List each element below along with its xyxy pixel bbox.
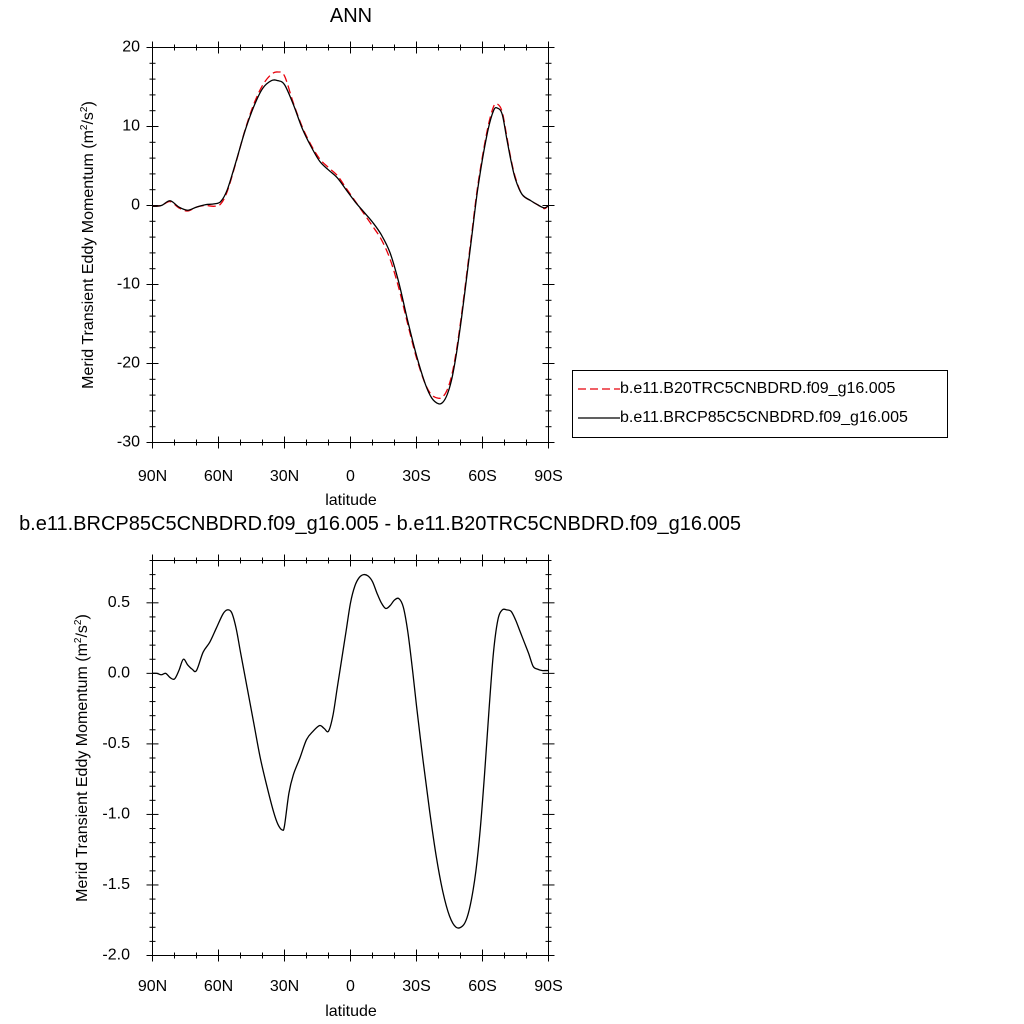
x-tick-label-30s: 30S [402,468,430,485]
ylabel-exp: 2 [79,124,90,130]
bottom-panel: b.e11.BRCP85C5CNBDRD.f09_g16.005 - b.e11… [19,513,741,1020]
y-tick-label-neg10: -10 [117,276,140,293]
bottom-y-tick-labels: 0.5 0.0 -0.5 -1.0 -1.5 -2.0 [102,594,130,964]
x-tick-label-60s: 60S [468,468,496,485]
y-tick-label-0-5: 0.5 [108,594,130,611]
ylabel-end: ) [80,101,97,106]
x-tick-label-30n: 30N [270,468,299,485]
bottom-x-axis-label: latitude [325,1003,377,1020]
top-x-axis-label: latitude [325,492,377,509]
y-tick-label-20: 20 [122,39,140,56]
y-tick-label-0-0: 0.0 [108,665,130,682]
x-tick-label-0: 0 [346,978,355,995]
y-tick-label-10: 10 [122,118,140,135]
ylabel-exp: 2 [73,619,84,625]
y-tick-label-neg0-5: -0.5 [102,735,130,752]
y-tick-label-neg1-5: -1.5 [102,876,130,893]
top-chart-title: ANN [330,5,372,27]
ylabel-exp: 2 [79,106,90,112]
bottom-series-lines [152,573,549,929]
series-line-brcp85 [152,79,549,405]
top-plot-frame [152,47,549,443]
ylabel-main: Merid Transient Eddy Momentum (m [80,130,97,389]
y-tick-label-neg30: -30 [117,434,140,451]
ylabel-mid: /s [74,625,91,637]
ylabel-end: ) [74,614,91,619]
bottom-axis-ticks [146,554,555,962]
legend-label-b20trc5: b.e11.B20TRC5CNBDRD.f09_g16.005 [620,380,896,397]
series-line-difference [152,573,549,929]
y-tick-label-neg1-0: -1.0 [102,806,130,823]
top-series-lines [152,71,549,405]
legend-box [572,370,948,438]
bottom-x-tick-labels: 90N 60N 30N 0 30S 60S 90S [138,978,563,995]
x-tick-label-60n: 60N [204,468,233,485]
x-tick-label-90n: 90N [138,468,167,485]
ylabel-exp: 2 [73,637,84,643]
top-y-tick-labels: 20 10 0 -10 -20 -30 [117,39,140,451]
bottom-y-axis-label: Merid Transient Eddy Momentum (m2/s2) [73,614,91,902]
x-tick-label-90s: 90S [534,978,562,995]
x-tick-label-60s: 60S [468,978,496,995]
x-tick-label-0: 0 [346,468,355,485]
series-line-b20trc5 [152,71,549,399]
top-y-axis-label: Merid Transient Eddy Momentum (m2/s2) [79,101,97,389]
ylabel-mid: /s [80,112,97,124]
y-tick-label-0: 0 [131,197,140,214]
x-tick-label-90n: 90N [138,978,167,995]
legend: b.e11.B20TRC5CNBDRD.f09_g16.005 b.e11.BR… [572,370,948,438]
top-x-tick-labels: 90N 60N 30N 0 30S 60S 90S [138,468,563,485]
y-tick-label-neg2-0: -2.0 [102,947,130,964]
top-panel: ANN 90N 60N 30N 0 30S 60S 90S 20 10 0 -1… [79,5,948,509]
x-tick-label-30n: 30N [270,978,299,995]
bottom-plot-frame [152,560,549,956]
bottom-chart-title: b.e11.BRCP85C5CNBDRD.f09_g16.005 - b.e11… [19,513,741,535]
legend-label-brcp85: b.e11.BRCP85C5CNBDRD.f09_g16.005 [620,409,908,426]
top-axis-ticks [146,41,555,449]
x-tick-label-90s: 90S [534,468,562,485]
x-tick-label-30s: 30S [402,978,430,995]
ylabel-main: Merid Transient Eddy Momentum (m [74,643,91,902]
x-tick-label-60n: 60N [204,978,233,995]
y-tick-label-neg20: -20 [117,355,140,372]
